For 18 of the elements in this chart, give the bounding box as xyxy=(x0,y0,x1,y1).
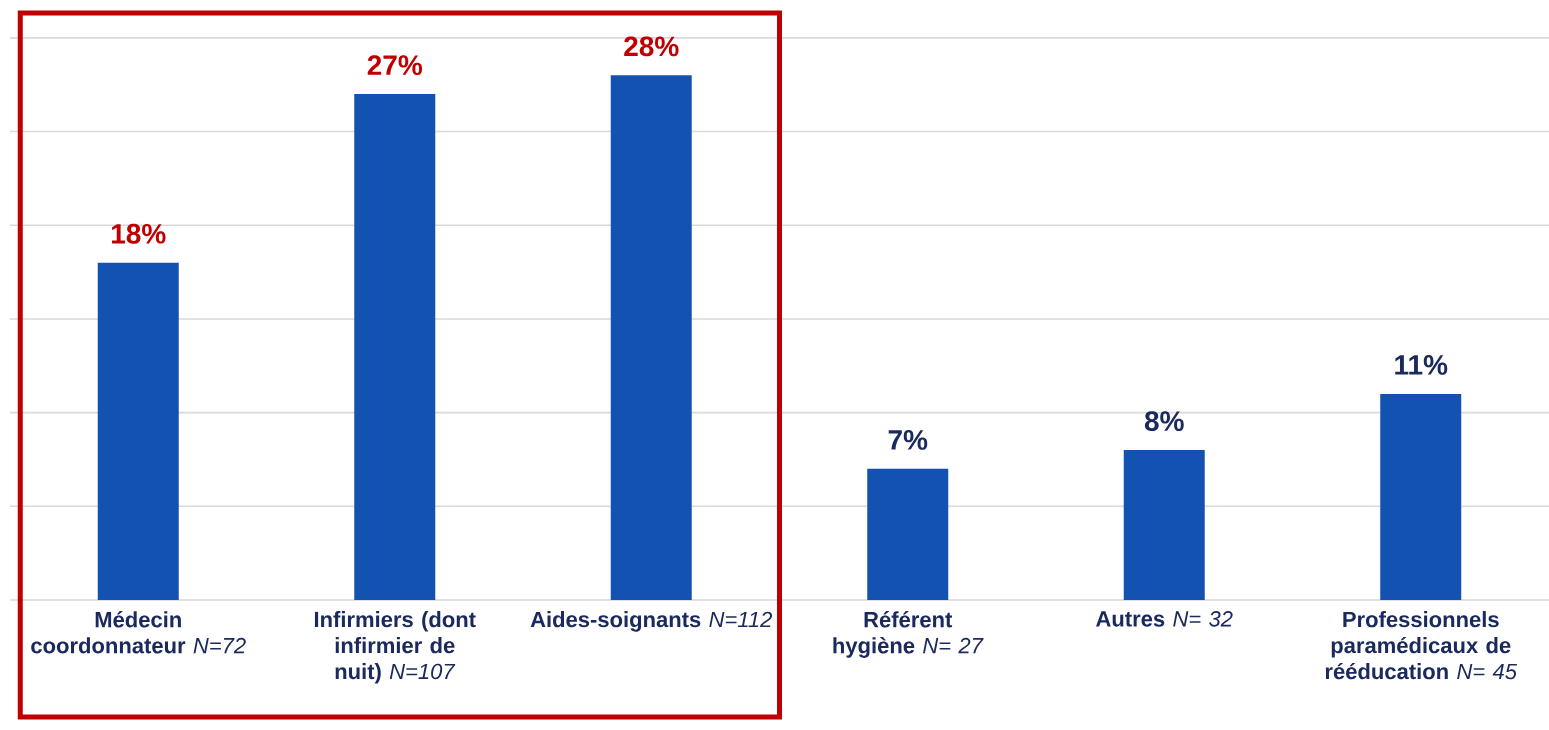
x-tick-label: Médecin coordonnateur N=72 xyxy=(31,611,246,654)
bar xyxy=(1123,450,1205,600)
bar xyxy=(1380,393,1462,600)
bar xyxy=(354,94,436,600)
data-label: 11% xyxy=(1395,355,1448,375)
x-tick-label: Infirmiers (dont infirmier de nuit) N=107 xyxy=(314,611,476,684)
x-tick-label: Aides-soignants N=112 xyxy=(530,611,773,632)
data-label: 8% xyxy=(1144,411,1184,432)
x-tick-label: Autres N= 32 xyxy=(1096,611,1233,627)
data-label: 7% xyxy=(888,430,928,450)
data-label: 18% xyxy=(111,223,166,244)
bar xyxy=(610,75,692,600)
x-tick-label: Professionnels paramédicaux de rééducation N= 45 xyxy=(1325,611,1518,680)
bar xyxy=(867,468,949,600)
x-tick-label: Référent hygiène N= 27 xyxy=(833,611,984,658)
bar xyxy=(97,262,179,600)
data-label: 27% xyxy=(367,55,423,76)
data-label: 28% xyxy=(624,36,679,57)
